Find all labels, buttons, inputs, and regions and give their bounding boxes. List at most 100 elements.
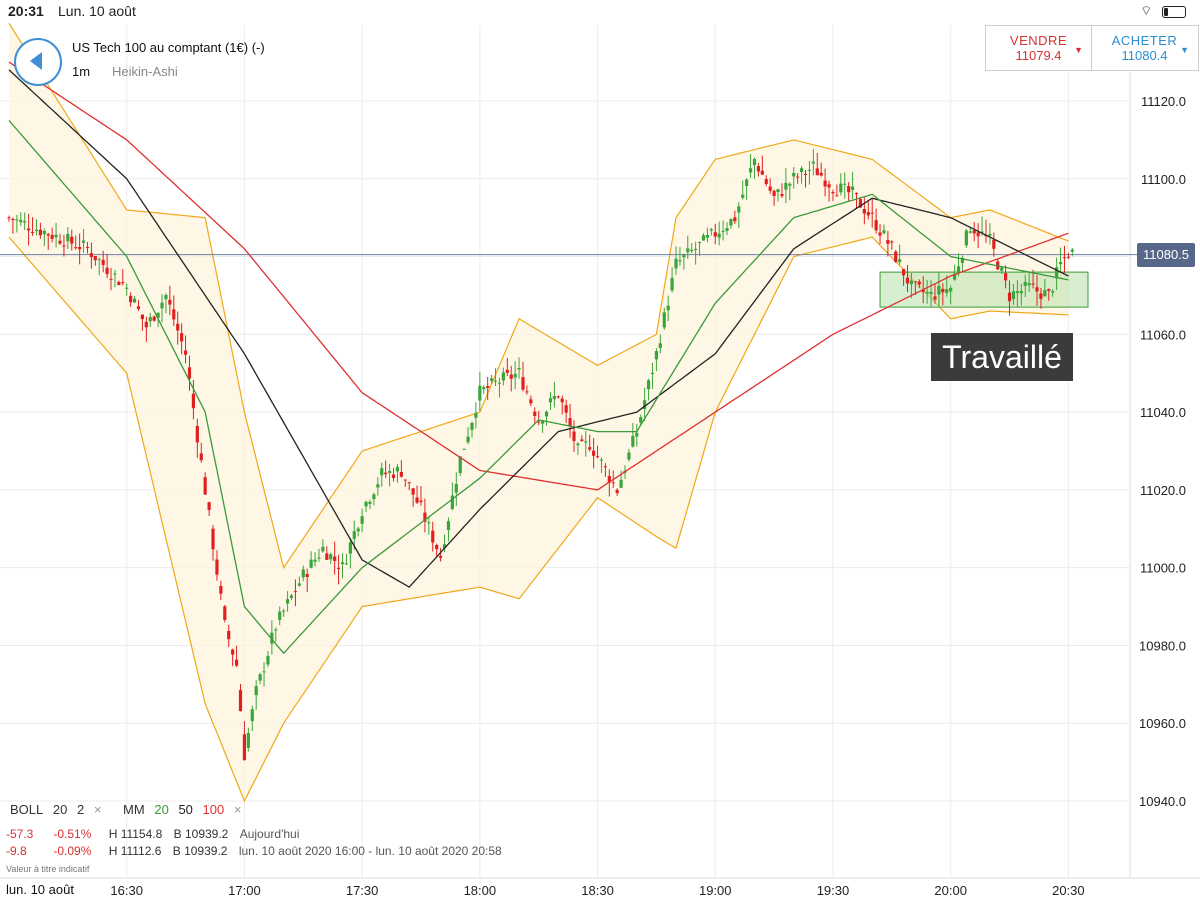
candle-body bbox=[419, 500, 423, 503]
chart-type-selector[interactable]: Heikin-Ashi bbox=[112, 64, 178, 79]
candle-body bbox=[352, 531, 356, 539]
y-tick-label: 11100.0 bbox=[1141, 172, 1186, 187]
candle-body bbox=[187, 367, 192, 379]
candle-body bbox=[772, 190, 776, 196]
y-tick-label: 11120.0 bbox=[1141, 94, 1186, 109]
candle-body bbox=[458, 456, 462, 474]
candle-body bbox=[325, 553, 329, 560]
x-tick-label: 16:30 bbox=[110, 883, 143, 898]
candle-body bbox=[941, 288, 945, 293]
candle-body bbox=[811, 161, 815, 164]
mm-label: MM bbox=[123, 802, 145, 817]
candle-body bbox=[70, 236, 74, 244]
candle-body bbox=[556, 396, 560, 398]
candle-body bbox=[635, 432, 639, 437]
sell-button[interactable]: VENDRE 11079.4 ▼ bbox=[986, 26, 1092, 70]
candle-body bbox=[172, 309, 176, 320]
candle-body bbox=[219, 585, 223, 594]
sell-label: VENDRE bbox=[1009, 33, 1068, 48]
candle-body bbox=[176, 323, 180, 331]
candle-body bbox=[913, 281, 917, 283]
candle-body bbox=[89, 253, 93, 258]
candle-body bbox=[643, 400, 647, 410]
candle-body bbox=[901, 269, 906, 276]
candle-body bbox=[227, 630, 231, 640]
candle-body bbox=[917, 281, 921, 285]
y-tick-label: 10960.0 bbox=[1139, 716, 1186, 731]
x-tick-label: 19:30 bbox=[817, 883, 850, 898]
stat-range: lun. 10 août 2020 16:00 - lun. 10 août 2… bbox=[238, 844, 502, 858]
candle-body bbox=[694, 248, 698, 250]
candle-body bbox=[760, 170, 764, 175]
candle-body bbox=[54, 234, 58, 238]
candle-body bbox=[548, 398, 553, 403]
candle-body bbox=[513, 373, 517, 378]
x-tick-label: 20:00 bbox=[934, 883, 967, 898]
candle-body bbox=[1066, 256, 1070, 258]
y-tick-label: 10980.0 bbox=[1139, 638, 1186, 653]
candle-body bbox=[639, 417, 643, 423]
candle-body bbox=[796, 176, 800, 178]
candle-body bbox=[462, 448, 466, 450]
candle-body bbox=[780, 194, 784, 197]
candle-body bbox=[117, 281, 121, 286]
timeframe-selector[interactable]: 1m bbox=[72, 64, 91, 79]
candle-body bbox=[258, 674, 262, 681]
back-button[interactable] bbox=[14, 38, 62, 86]
candle-body bbox=[878, 232, 882, 236]
candle-body bbox=[309, 559, 313, 568]
candle-body bbox=[552, 396, 556, 400]
mm-remove-icon[interactable]: × bbox=[233, 802, 242, 817]
status-bar: 20:31 Lun. 10 août ⌔ bbox=[0, 0, 1200, 22]
candle-body bbox=[58, 240, 62, 244]
sell-price: 11079.4 bbox=[1015, 48, 1062, 63]
candle-body bbox=[372, 494, 376, 500]
candle-body bbox=[611, 482, 615, 484]
y-tick-label: 10940.0 bbox=[1139, 794, 1186, 809]
candle-body bbox=[674, 258, 678, 269]
stats-session: -9.8 -0.09% H 11112.6 B 10939.2 lun. 10 … bbox=[6, 844, 502, 858]
candle-body bbox=[250, 709, 254, 722]
candle-body bbox=[7, 217, 11, 219]
candle-body bbox=[905, 277, 910, 284]
trade-panel: VENDRE 11079.4 ▼ ACHETER 11080.4 ▼ bbox=[985, 25, 1199, 71]
candle-body bbox=[584, 441, 588, 443]
candle-body bbox=[544, 411, 549, 417]
candle-body bbox=[93, 255, 97, 261]
candle-body bbox=[160, 302, 164, 309]
buy-dropdown-icon[interactable]: ▼ bbox=[1180, 45, 1189, 55]
candle-body bbox=[266, 655, 270, 665]
buy-button[interactable]: ACHETER 11080.4 ▼ bbox=[1092, 26, 1197, 70]
candle-body bbox=[1019, 291, 1023, 294]
candle-body bbox=[313, 559, 317, 562]
candle-body bbox=[376, 484, 380, 488]
candle-body bbox=[203, 477, 207, 495]
candle-body bbox=[737, 206, 741, 213]
candle-body bbox=[46, 234, 50, 236]
candle-body bbox=[336, 567, 341, 569]
candle-body bbox=[517, 368, 521, 370]
candle-body bbox=[595, 456, 600, 458]
candle-body bbox=[490, 378, 494, 381]
boll-mult: 2 bbox=[76, 802, 85, 817]
candle-body bbox=[615, 489, 619, 494]
boll-remove-icon[interactable]: × bbox=[93, 802, 102, 817]
sell-dropdown-icon[interactable]: ▼ bbox=[1074, 45, 1083, 55]
candle-body bbox=[435, 545, 439, 550]
candle-body bbox=[1062, 257, 1067, 259]
candle-body bbox=[835, 195, 839, 197]
candle-body bbox=[423, 512, 427, 522]
candle-body bbox=[521, 377, 525, 390]
candle-body bbox=[15, 219, 19, 221]
candle-body bbox=[403, 479, 407, 481]
candle-body bbox=[925, 291, 929, 294]
candle-body bbox=[399, 472, 403, 477]
candle-body bbox=[391, 474, 396, 479]
candle-body bbox=[454, 483, 458, 493]
candle-body bbox=[588, 447, 592, 450]
x-tick-label: 20:30 bbox=[1052, 883, 1085, 898]
candle-body bbox=[933, 296, 937, 300]
candle-body bbox=[23, 221, 27, 223]
candle-body bbox=[1055, 267, 1059, 279]
